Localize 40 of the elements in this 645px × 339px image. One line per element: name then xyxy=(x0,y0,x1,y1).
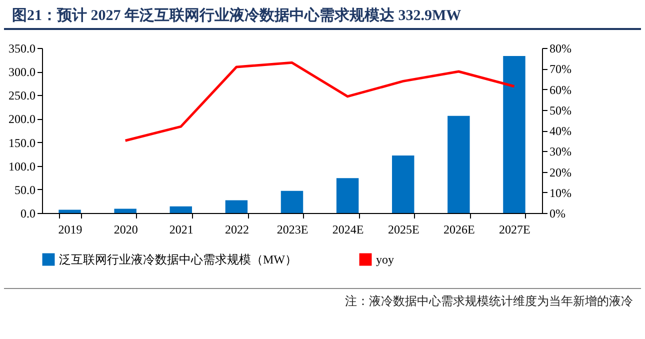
bar xyxy=(503,56,526,213)
y-tick-label: 0.0 xyxy=(20,206,36,220)
y2-tick-label: 80% xyxy=(550,42,572,56)
x-tick-label: 2026E xyxy=(443,222,475,236)
y2-tick-label: 10% xyxy=(550,186,572,200)
y-tick-label: 250.0 xyxy=(8,88,36,103)
y2-tick-label: 40% xyxy=(550,124,572,138)
chart-title: 图21：预计 2027 年泛互联网行业液冷数据中心需求规模达 332.9MW xyxy=(4,0,641,30)
bar xyxy=(225,200,248,213)
x-tick-label: 2027E xyxy=(499,222,530,236)
legend-label: yoy xyxy=(376,252,394,267)
bar xyxy=(392,155,414,213)
y-tick-label: 50.0 xyxy=(14,182,36,197)
x-tick-label: 2019 xyxy=(58,222,82,236)
x-tick-label: 2023E xyxy=(276,222,308,236)
y2-tick-label: 20% xyxy=(550,165,572,180)
y-tick-label: 300.0 xyxy=(8,65,36,80)
y-tick-label: 200.0 xyxy=(8,112,36,126)
x-tick-label: 2025E xyxy=(388,222,420,236)
x-tick-label: 2024E xyxy=(332,222,364,236)
y2-tick-label: 30% xyxy=(550,144,572,159)
y2-tick-label: 60% xyxy=(550,82,572,97)
x-tick-label: 2021 xyxy=(169,222,194,236)
x-tick-label: 2020 xyxy=(114,222,138,236)
y-tick-label: 350.0 xyxy=(8,42,36,56)
y-tick-label: 150.0 xyxy=(8,136,36,150)
y-tick-label: 100.0 xyxy=(8,159,36,174)
bar xyxy=(114,208,136,213)
y2-tick-label: 70% xyxy=(550,62,572,76)
y2-tick-label: 0% xyxy=(550,206,566,220)
x-tick-label: 2022 xyxy=(224,222,249,236)
line-series xyxy=(124,61,516,142)
bar xyxy=(280,190,304,213)
text: 注：液冷数据中心需求规模统计维度为当年新增的液冷 xyxy=(4,288,641,314)
bar xyxy=(58,210,81,213)
bar xyxy=(448,116,470,213)
bar xyxy=(336,178,359,213)
y2-tick-label: 50% xyxy=(550,103,572,118)
bar xyxy=(170,206,192,213)
legend-label: 泛互联网行业液冷数据中心需求规模（MW） xyxy=(59,252,297,267)
